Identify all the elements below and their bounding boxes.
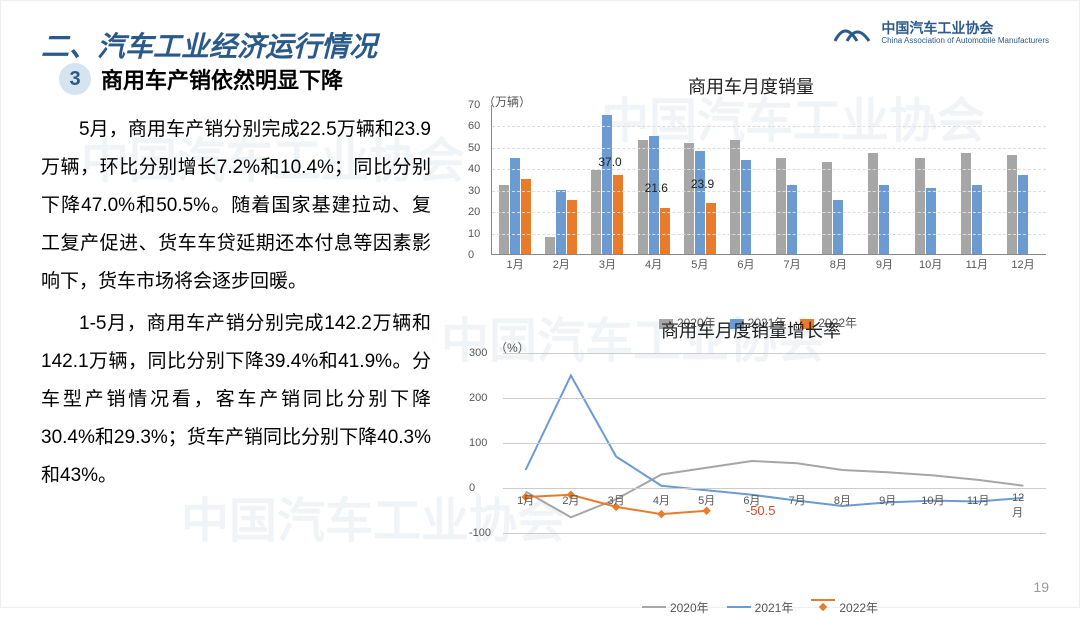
line-xlabel: 2月 [562, 492, 579, 508]
bar-ytick: 0 [468, 249, 474, 261]
bar [833, 200, 843, 254]
bar [706, 203, 716, 254]
bar-annotation: 23.9 [691, 177, 714, 191]
bar-gridline [492, 126, 1046, 127]
paragraph-2: 1-5月，商用车产销分别完成142.2万辆和142.1万辆，同比分别下降39.4… [41, 305, 431, 495]
bar [822, 162, 832, 254]
bar-gridline [492, 191, 1046, 192]
bar [787, 185, 797, 254]
subtitle-text: 商用车产销依然明显下降 [101, 63, 343, 95]
bar [1018, 175, 1028, 254]
bar [776, 158, 786, 254]
bar [660, 208, 670, 254]
bar [741, 160, 751, 254]
bar-chart-title: 商用车月度销量 [451, 73, 1051, 99]
bar [879, 185, 889, 254]
line-chart-title: 商用车月度销量增长率 [451, 317, 1051, 343]
bar-xlabel: 9月 [861, 256, 907, 272]
caam-logo-icon [831, 19, 875, 47]
bar-ytick: 60 [468, 120, 480, 132]
bar-xlabel: 4月 [631, 256, 677, 272]
bar-xlabel: 10月 [908, 256, 954, 272]
page-number: 19 [1033, 579, 1049, 595]
line-chart-area: -10001002003001月2月3月4月5月6月7月8月9月10月11月12… [503, 353, 1046, 533]
bar-annotation: 37.0 [598, 155, 621, 169]
bar-ytick: 50 [468, 142, 480, 154]
line-xlabel: 7月 [789, 492, 806, 508]
line-ytick: 300 [469, 347, 487, 359]
bar-chart: 商用车月度销量 （万辆） 1月2月3月4月5月6月7月8月9月10月11月12月… [451, 73, 1051, 293]
bar-xlabel: 1月 [492, 256, 538, 272]
body-text: 5月，商用车产销分别完成22.5万辆和23.9万辆，环比分别增长7.2%和10.… [41, 111, 431, 499]
bar [613, 175, 623, 254]
line-ytick: 200 [469, 392, 487, 404]
logo-sub-text: China Association of Automobile Manufact… [881, 36, 1049, 45]
bar-ytick: 70 [468, 99, 480, 111]
line-series [526, 376, 1024, 507]
line-ytick: 100 [469, 437, 487, 449]
bar-xlabel: 6月 [723, 256, 769, 272]
logo-main-text: 中国汽车工业协会 [881, 21, 1049, 36]
line-chart: 商用车月度销量增长率 （%） -10001002003001月2月3月4月5月6… [451, 317, 1051, 577]
bar-xlabel: 2月 [538, 256, 584, 272]
bar-xlabel: 8月 [815, 256, 861, 272]
bar-annotation: 21.6 [645, 181, 668, 195]
bar [649, 136, 659, 254]
bar-xlabel: 3月 [584, 256, 630, 272]
bar [545, 237, 555, 254]
line-xlabel: 1月 [517, 492, 534, 508]
bar-gridline [492, 169, 1046, 170]
bar [638, 140, 648, 254]
line-xlabel: 5月 [698, 492, 715, 508]
line-gridline [503, 443, 1046, 444]
subtitle-number-badge: 3 [59, 63, 91, 95]
line-gridline [503, 398, 1046, 399]
logo: 中国汽车工业协会 China Association of Automobile… [831, 19, 1049, 47]
bar-gridline [492, 148, 1046, 149]
line-marker [657, 510, 665, 518]
bar [510, 158, 520, 254]
line-xlabel: 8月 [834, 492, 851, 508]
paragraph-1: 5月，商用车产销分别完成22.5万辆和23.9万辆，环比分别增长7.2%和10.… [41, 111, 431, 301]
bar [915, 158, 925, 254]
bar [926, 188, 936, 254]
bar-ytick: 30 [468, 185, 480, 197]
bar-ytick: 20 [468, 206, 480, 218]
bar-ytick: 10 [468, 228, 480, 240]
bar [567, 200, 577, 254]
bar [499, 185, 509, 254]
bar-ytick: 40 [468, 163, 480, 175]
line-xlabel: 4月 [653, 492, 670, 508]
line-ytick: -100 [469, 527, 491, 539]
bar-chart-area: 1月2月3月4月5月6月7月8月9月10月11月12月 010203040506… [491, 105, 1046, 255]
bar-xlabel: 12月 [1000, 256, 1046, 272]
bar-gridline [492, 234, 1046, 235]
line-xlabel: 10月 [921, 492, 944, 508]
section-title: 二、汽车工业经济运行情况 [41, 25, 377, 65]
line-chart-legend: 2020年2021年2022年 [451, 599, 1051, 617]
bar [730, 140, 740, 254]
bar [556, 190, 566, 254]
line-xlabel: 9月 [879, 492, 896, 508]
line-annotation: -50.5 [746, 503, 776, 518]
line-xlabel: 12月 [1012, 492, 1035, 520]
line-ytick: 0 [469, 482, 475, 494]
bar-gridline [492, 212, 1046, 213]
bar [972, 185, 982, 254]
line-xlabel: 3月 [608, 492, 625, 508]
bar-xlabel: 5月 [677, 256, 723, 272]
bar-xlabel: 11月 [954, 256, 1000, 272]
line-gridline [503, 353, 1046, 354]
bar [684, 143, 694, 254]
line-xlabel: 11月 [967, 492, 989, 508]
subtitle-row: 3 商用车产销依然明显下降 [59, 63, 343, 95]
line-gridline [503, 533, 1046, 534]
bar-xlabel: 7月 [769, 256, 815, 272]
bar [695, 151, 705, 254]
line-gridline [503, 488, 1046, 489]
